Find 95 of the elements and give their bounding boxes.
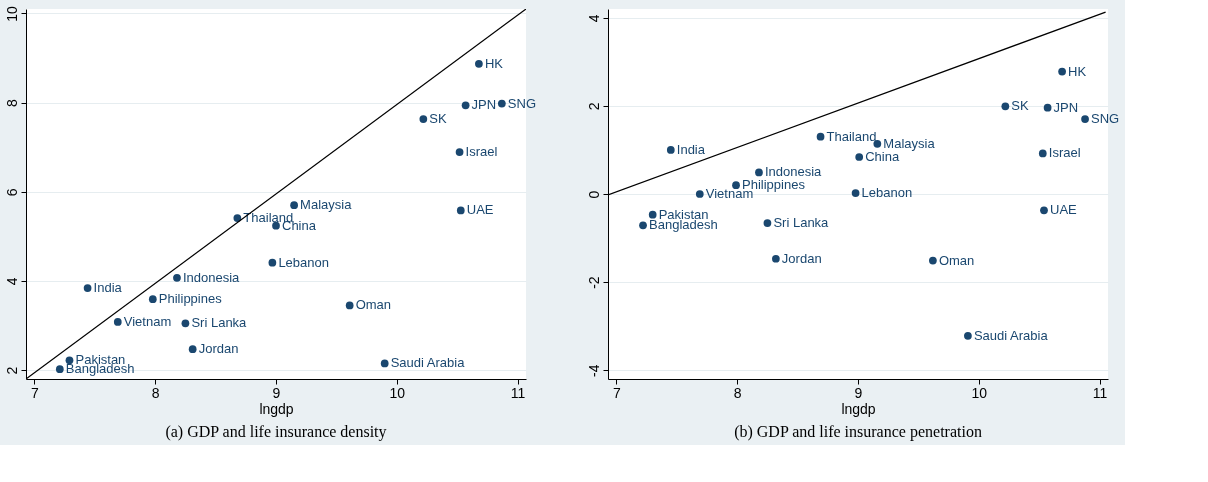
x-tick-label: 8 xyxy=(733,384,742,401)
data-label: Malaysia xyxy=(300,197,353,213)
x-tick-label: 10 xyxy=(389,384,406,401)
data-label: India xyxy=(93,280,123,296)
data-label: Sri Lanka xyxy=(191,315,248,331)
point xyxy=(873,139,882,148)
data-label: HK xyxy=(484,55,504,71)
data-label: Saudi Arabia xyxy=(973,327,1049,343)
point xyxy=(929,256,937,265)
data-label: Thailand xyxy=(826,128,877,144)
point xyxy=(419,115,428,123)
point xyxy=(181,319,190,328)
y-tick-label: 0 xyxy=(585,190,602,199)
data-label: Jordan xyxy=(781,250,822,266)
data-label: Lebanon xyxy=(861,185,913,201)
point xyxy=(290,201,298,210)
point xyxy=(188,345,197,353)
point xyxy=(113,318,122,326)
x-tick-label: 10 xyxy=(971,384,988,401)
data-label: Malaysia xyxy=(883,135,936,151)
data-label: Sri Lanka xyxy=(773,215,830,231)
x-tick-label: 9 xyxy=(854,384,863,401)
point xyxy=(851,189,860,197)
point xyxy=(1038,149,1047,158)
x-axis-title: lngdp xyxy=(841,400,876,417)
point xyxy=(380,359,389,368)
point xyxy=(772,254,780,263)
text: (a) GDP and life insurance density xyxy=(165,423,387,441)
point xyxy=(456,206,465,215)
data-label: Israel xyxy=(465,144,498,160)
data-label: SNG xyxy=(1091,111,1120,127)
y-tick-label: 8 xyxy=(3,99,20,108)
point xyxy=(755,168,763,177)
point xyxy=(65,356,74,365)
data-label: Indonesia xyxy=(764,164,823,180)
point xyxy=(148,295,157,304)
point xyxy=(763,219,772,227)
point xyxy=(816,132,825,141)
point xyxy=(233,214,242,222)
point xyxy=(1043,103,1052,112)
point xyxy=(695,190,704,198)
data-label: India xyxy=(676,141,706,157)
point xyxy=(855,153,864,161)
point xyxy=(455,148,464,156)
y-tick-label: -2 xyxy=(585,276,602,289)
data-label: Saudi Arabia xyxy=(390,355,466,371)
data-label: Indonesia xyxy=(182,269,241,285)
point xyxy=(497,99,506,108)
y-tick-label: 4 xyxy=(585,14,602,23)
point xyxy=(964,331,972,340)
data-label: Vietnam xyxy=(123,313,172,329)
y-tick-label: 2 xyxy=(585,102,602,111)
x-tick-label: 11 xyxy=(510,384,526,401)
y-tick-label: 4 xyxy=(3,277,20,286)
point xyxy=(83,284,92,292)
point xyxy=(461,101,470,110)
x-tick-label: 8 xyxy=(151,384,160,401)
point xyxy=(648,210,657,219)
text: (b) GDP and life insurance penetration xyxy=(734,423,982,441)
data-label: Oman xyxy=(355,297,392,313)
data-label: Philippines xyxy=(158,291,223,307)
point xyxy=(268,258,277,267)
x-tick-label: 11 xyxy=(1092,384,1108,401)
point xyxy=(173,273,181,282)
x-tick-label: 7 xyxy=(613,384,622,401)
point xyxy=(1040,206,1048,215)
data-label: Israel xyxy=(1048,145,1081,161)
data-label: HK xyxy=(1068,63,1087,79)
y-tick-label: 10 xyxy=(3,5,20,22)
point xyxy=(55,365,64,374)
point xyxy=(475,59,483,68)
data-label: SK xyxy=(1011,98,1030,114)
point xyxy=(1001,102,1010,111)
point xyxy=(345,301,354,310)
data-label: JPN xyxy=(1053,99,1079,115)
point xyxy=(666,146,675,154)
data-label: Bangladesh xyxy=(649,217,718,233)
point xyxy=(639,221,647,230)
y-tick-label: 2 xyxy=(3,366,20,375)
data-label: UAE xyxy=(466,202,494,218)
point xyxy=(1058,67,1066,76)
data-label: Jordan xyxy=(198,341,239,357)
data-label: Oman xyxy=(938,252,975,268)
x-tick-label: 7 xyxy=(31,384,40,401)
x-axis-title: lngdp xyxy=(259,400,294,417)
data-label: UAE xyxy=(1049,202,1078,218)
x-tick-label: 9 xyxy=(272,384,281,401)
y-tick-label: -4 xyxy=(585,364,602,377)
data-label: Lebanon xyxy=(278,254,329,270)
data-label: SK xyxy=(429,111,448,127)
y-tick-label: 6 xyxy=(3,188,20,197)
point xyxy=(1081,115,1089,123)
data-label: China xyxy=(865,149,900,164)
data-label: SNG xyxy=(507,95,537,111)
data-label: JPN xyxy=(471,97,497,113)
